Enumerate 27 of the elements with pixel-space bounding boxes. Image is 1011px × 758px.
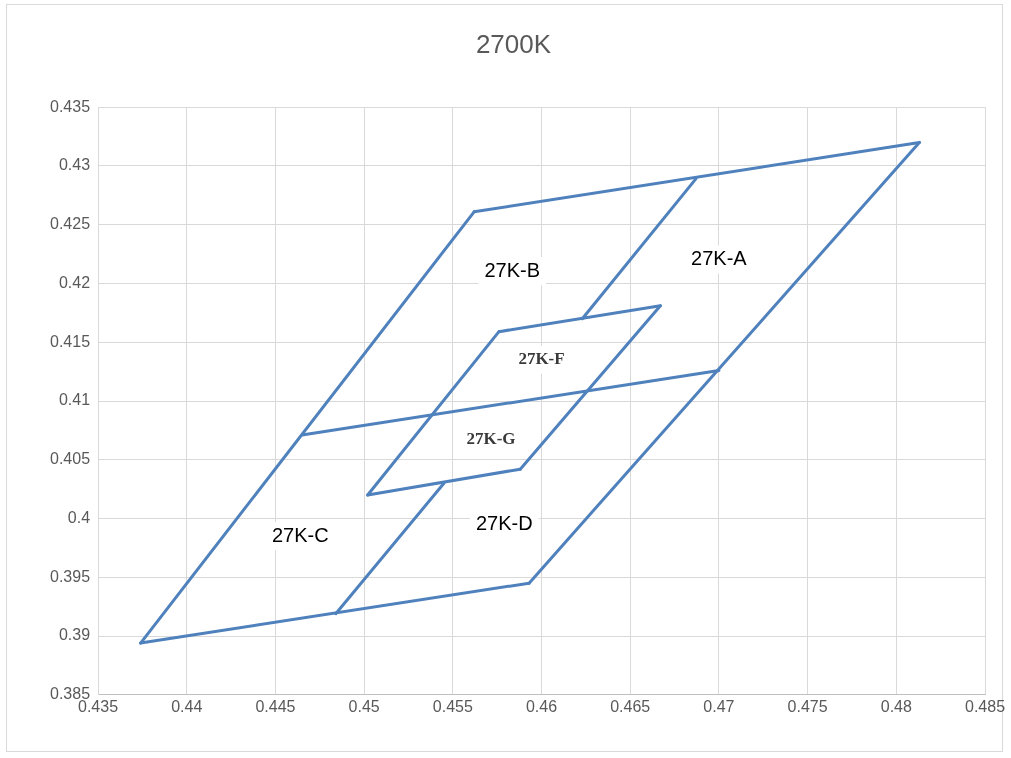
y-tick-label: 0.41 xyxy=(58,391,91,409)
y-tick-label: 0.415 xyxy=(49,332,91,350)
x-tick-label: 0.475 xyxy=(787,697,828,715)
annotation: 27K-B xyxy=(484,258,541,281)
y-tick-label: 0.39 xyxy=(58,626,91,644)
y-tick-label: 0.435 xyxy=(49,97,91,115)
x-tick-label: 0.48 xyxy=(880,697,912,715)
y-tick-label: 0.43 xyxy=(58,156,91,174)
x-tick-label: 0.44 xyxy=(171,697,203,715)
annotation: 27K-A xyxy=(691,246,748,269)
x-tick-label: 0.46 xyxy=(525,697,558,715)
x-tick-label: 0.47 xyxy=(703,697,735,715)
x-tick-label: 0.455 xyxy=(432,697,473,715)
y-tick-label: 0.425 xyxy=(49,215,91,233)
annotation: 27K-D xyxy=(475,511,533,534)
y-tick-label: 0.42 xyxy=(58,273,91,291)
annotation: 27K-F xyxy=(518,349,565,369)
annotation: 27K-C xyxy=(271,523,329,546)
y-tick-label: 0.395 xyxy=(49,567,91,585)
y-tick-label: 0.405 xyxy=(49,450,91,468)
annotation: 27K-G xyxy=(466,428,516,448)
x-tick-label: 0.45 xyxy=(348,697,380,715)
x-tick-label: 0.465 xyxy=(610,697,651,715)
x-tick-label: 0.485 xyxy=(964,697,1006,715)
y-tick-label: 0.4 xyxy=(67,508,91,526)
chart-title: 2700K xyxy=(475,28,552,59)
x-tick-label: 0.445 xyxy=(255,697,296,715)
